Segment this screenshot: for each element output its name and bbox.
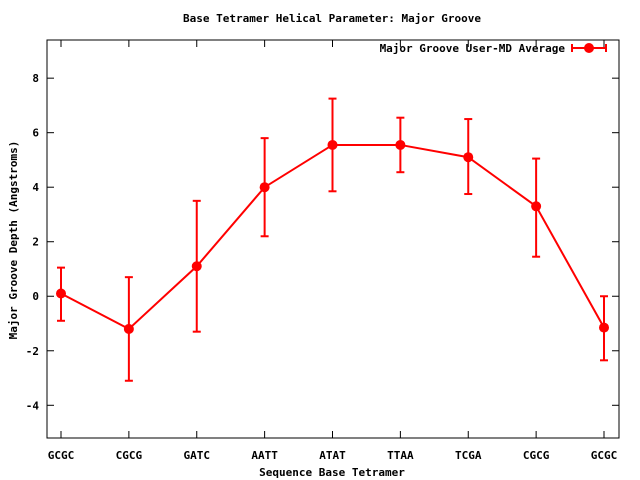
x-tick-label: GCGC: [48, 449, 75, 462]
data-point: [327, 139, 338, 150]
y-tick-label: 6: [32, 127, 39, 140]
legend: Major Groove User-MD Average: [380, 42, 607, 55]
x-tick-label: ATAT: [319, 449, 346, 462]
y-tick-label: 2: [32, 236, 39, 249]
y-tick-label: 4: [32, 181, 39, 194]
x-axis: GCGC CGCG GATC AATT ATAT TTAA TCGA CGCG GCGC: [48, 40, 618, 462]
x-tick-label: CGCG: [523, 449, 550, 462]
data-point: [259, 182, 270, 193]
data-point: [191, 261, 202, 272]
y-tick-label: -4: [26, 399, 40, 412]
legend-label: Major Groove User-MD Average: [380, 42, 566, 55]
y-tick-label: -2: [26, 345, 39, 358]
data-point: [395, 139, 406, 150]
series-layer: [56, 97, 609, 382]
chart-title: Base Tetramer Helical Parameter: Major G…: [183, 12, 481, 25]
legend-marker: [584, 43, 594, 53]
data-point: [56, 288, 66, 299]
y-axis: -4 -2 0 2 4 6 8: [26, 72, 619, 412]
y-tick-label: 8: [32, 72, 39, 85]
y-axis-label: Major Groove Depth (Angstroms): [7, 141, 20, 340]
x-tick-label: GATC: [184, 449, 211, 462]
data-point: [463, 152, 474, 163]
data-point: [599, 322, 609, 333]
x-tick-label: GCGC: [591, 449, 618, 462]
x-axis-label: Sequence Base Tetramer: [259, 466, 405, 479]
x-tick-label: TCGA: [455, 449, 482, 462]
data-point: [123, 323, 134, 334]
y-tick-label: 0: [32, 290, 39, 303]
data-point: [531, 201, 542, 212]
x-tick-label: AATT: [251, 449, 278, 462]
x-tick-label: TTAA: [387, 449, 414, 462]
x-tick-label: CGCG: [116, 449, 143, 462]
